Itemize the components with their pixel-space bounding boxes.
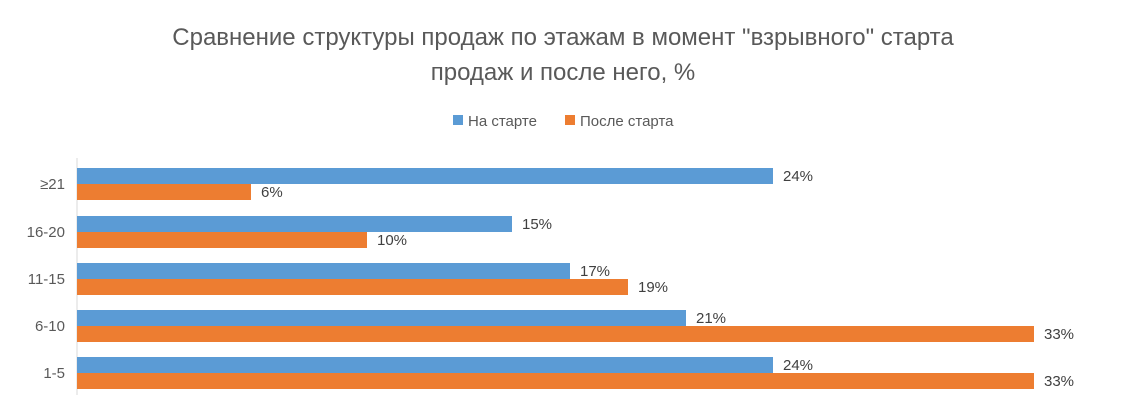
bar-posle-starta (77, 232, 367, 248)
y-tick-label: 16-20 (27, 224, 65, 241)
bar-na-starte (77, 357, 773, 373)
bar-na-starte (77, 310, 686, 326)
legend-label-na-starte: На старте (468, 113, 537, 130)
y-tick-label: 6-10 (35, 318, 65, 335)
bar-posle-starta (77, 279, 628, 295)
data-label-posle-starta: 10% (377, 232, 407, 249)
chart-title-line-1: Сравнение структуры продаж по этажам в м… (172, 24, 954, 51)
y-tick-label: ≥21 (40, 176, 65, 193)
bar-posle-starta (77, 326, 1034, 342)
data-label-na-starte: 24% (783, 168, 813, 185)
bar-na-starte (77, 168, 773, 184)
data-label-na-starte: 17% (580, 263, 610, 280)
data-label-na-starte: 15% (522, 216, 552, 233)
plot-area: ≥21 24% 6% 16-20 15% 10% 11-15 17% 19% 6-10 21% 33%… (27, 158, 1074, 395)
bar-na-starte (77, 263, 570, 279)
bar-posle-starta (77, 184, 251, 200)
bar-na-starte (77, 216, 512, 232)
chart-title-line-2: продаж и после него, % (431, 59, 696, 86)
data-label-posle-starta: 33% (1044, 326, 1074, 343)
data-label-na-starte: 24% (783, 357, 813, 374)
bar-posle-starta (77, 373, 1034, 389)
legend-label-posle-starta: После старта (580, 113, 674, 130)
legend-swatch-posle-starta (565, 115, 575, 125)
y-tick-label: 11-15 (28, 271, 65, 288)
legend: На старте После старта (453, 113, 674, 130)
data-label-posle-starta: 19% (638, 279, 668, 296)
data-label-posle-starta: 33% (1044, 373, 1074, 390)
data-label-posle-starta: 6% (261, 184, 283, 201)
y-tick-label: 1-5 (43, 365, 65, 382)
data-label-na-starte: 21% (696, 310, 726, 327)
legend-swatch-na-starte (453, 115, 463, 125)
